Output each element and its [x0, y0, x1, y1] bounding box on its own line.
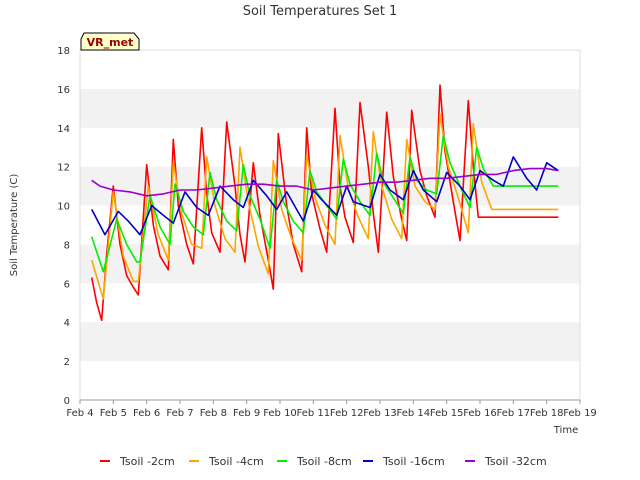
x-tick-label: Feb 16 — [463, 408, 497, 419]
annotation-badge: VR_met — [80, 32, 140, 51]
x-tick-label: Feb 9 — [233, 408, 260, 419]
x-tick-labels: Feb 4 Feb 5 Feb 6 Feb 7 Feb 8 Feb 9 Feb 10 Feb … — [66, 400, 597, 419]
series-lines — [90, 84, 559, 322]
legend-label: Tsoil -32cm — [484, 455, 547, 468]
y-tick-label: 14 — [57, 124, 70, 135]
x-tick-label: Feb 15 — [430, 408, 464, 419]
annotation-text: VR_met — [87, 36, 134, 49]
legend: Tsoil -2cm Tsoil -4cm Tsoil -8cm Tsoil -16c… — [100, 455, 547, 468]
y-tick-labels: 0 2 4 6 8 10 12 14 16 18 — [57, 46, 70, 407]
x-tick-label: Feb 12 — [330, 408, 364, 419]
chart-title: Soil Temperatures Set 1 — [243, 4, 398, 19]
y-tick-label: 2 — [64, 357, 70, 368]
annotation-badge-box — [80, 32, 140, 51]
grid-band — [80, 88, 580, 128]
grid-band — [80, 205, 580, 245]
axes — [79, 49, 581, 401]
x-tick-label: Feb 8 — [200, 408, 227, 419]
x-tick-label: Feb 18 — [530, 408, 564, 419]
legend-label: Tsoil -16cm — [382, 455, 445, 468]
grid-band — [80, 283, 580, 323]
grid-band — [80, 127, 580, 167]
y-tick-label: 8 — [64, 240, 70, 251]
series-line-tsoil-2cm — [90, 84, 559, 322]
x-tick-label: Feb 4 — [66, 408, 93, 419]
legend-label: Tsoil -4cm — [208, 455, 264, 468]
y-tick-label: 6 — [64, 279, 70, 290]
y-tick-label: 10 — [57, 202, 70, 213]
x-tick-label: Feb 14 — [397, 408, 431, 419]
grid-bands — [80, 50, 580, 400]
y-tick-label: 0 — [64, 396, 70, 407]
x-tick-label: Feb 17 — [497, 408, 531, 419]
grid-band — [80, 322, 580, 362]
x-tick-label: Feb 13 — [363, 408, 397, 419]
x-tick-label: Feb 11 — [297, 408, 331, 419]
legend-label: Tsoil -8cm — [296, 455, 352, 468]
series-line-tsoil-16cm — [90, 156, 559, 236]
x-tick-label: Feb 5 — [100, 408, 127, 419]
series-line-tsoil-4cm — [90, 113, 559, 300]
grid-band — [80, 244, 580, 284]
y-tick-label: 4 — [64, 318, 70, 329]
y-axis-label: Soil Temperature (C) — [9, 174, 20, 277]
grid-band — [80, 50, 580, 89]
y-tick-label: 12 — [57, 163, 70, 174]
x-axis-label: Time — [553, 425, 578, 436]
x-tick-label: Feb 10 — [263, 408, 297, 419]
grid-band — [80, 361, 580, 400]
series-line-tsoil-32cm — [91, 167, 559, 197]
x-tick-label: Feb 7 — [166, 408, 193, 419]
series-line-tsoil-8cm — [90, 134, 559, 273]
legend-label: Tsoil -2cm — [119, 455, 175, 468]
y-tick-label: 16 — [57, 85, 70, 96]
x-tick-label: Feb 6 — [133, 408, 160, 419]
y-tick-label: 18 — [57, 46, 70, 57]
x-tick-label: Feb 19 — [563, 408, 597, 419]
